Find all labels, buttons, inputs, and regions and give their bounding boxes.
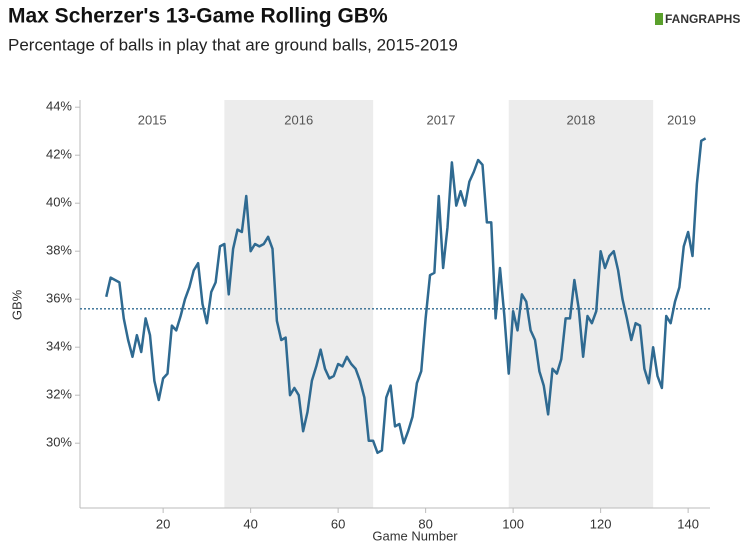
chart-subtitle: Percentage of balls in play that are gro… — [8, 35, 458, 54]
y-tick-label: 32% — [46, 387, 72, 402]
x-tick-label: 80 — [418, 516, 432, 531]
x-tick-label: 140 — [677, 516, 699, 531]
logo: FANGRAPHS — [665, 12, 740, 26]
x-tick-label: 60 — [331, 516, 345, 531]
y-axis-label: GB% — [9, 289, 24, 320]
logo-icon — [655, 13, 663, 25]
x-tick-label: 100 — [502, 516, 524, 531]
y-tick-label: 40% — [46, 195, 72, 210]
y-tick-label: 34% — [46, 339, 72, 354]
y-tick-label: 38% — [46, 243, 72, 258]
x-axis-label: Game Number — [372, 528, 458, 543]
season-label: 2019 — [667, 112, 696, 127]
chart-title: Max Scherzer's 13-Game Rolling GB% — [8, 5, 388, 28]
season-label: 2015 — [138, 112, 167, 127]
y-tick-label: 42% — [46, 147, 72, 162]
season-band — [508, 100, 654, 508]
season-label: 2016 — [284, 112, 313, 127]
x-tick-label: 120 — [590, 516, 612, 531]
x-tick-label: 20 — [156, 516, 170, 531]
season-label: 2018 — [566, 112, 595, 127]
y-tick-label: 30% — [46, 435, 72, 450]
x-tick-label: 40 — [243, 516, 257, 531]
y-tick-label: 44% — [46, 99, 72, 114]
y-tick-label: 36% — [46, 291, 72, 306]
data-line — [105, 137, 707, 455]
season-band — [224, 100, 374, 508]
season-label: 2017 — [426, 112, 455, 127]
